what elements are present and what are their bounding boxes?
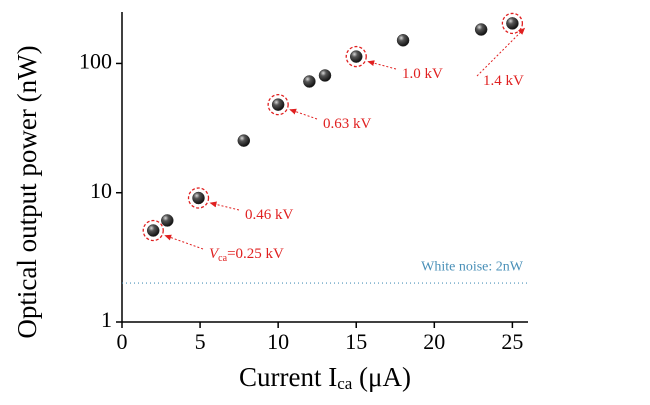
annotation-subscript: ca <box>218 253 227 264</box>
point <box>349 50 363 63</box>
point <box>161 214 174 227</box>
y-axis-label: Optical output power (nW) <box>12 45 42 338</box>
annotation-label: 0.46 kV <box>245 207 294 223</box>
y-tick-label: 10 <box>90 178 112 203</box>
annotation-text: 1.0 kV <box>402 66 443 82</box>
point <box>271 98 285 111</box>
annotation-arrow <box>367 60 397 70</box>
annotation-text: 0.63 kV <box>323 116 372 132</box>
point <box>146 224 160 237</box>
x-axis-label: Current Ica (μA) <box>239 362 411 393</box>
x-tick-label: 15 <box>345 329 367 354</box>
point <box>303 75 316 88</box>
annotation-arrow <box>289 108 318 120</box>
point <box>396 34 410 47</box>
annotation-text: =0.25 kV <box>227 246 284 262</box>
highlight-ring <box>267 94 289 116</box>
highlight-ring <box>501 12 524 35</box>
annotation-label: Vca=0.25 kV <box>209 246 284 264</box>
annotation-arrow <box>209 201 240 211</box>
x-tick-label: 0 <box>117 329 128 354</box>
y-tick-label: 100 <box>79 48 112 73</box>
annotation-label: 0.63 kV <box>323 116 372 132</box>
annotation-arrow <box>164 234 204 250</box>
point <box>192 191 205 205</box>
x-tick-label: 25 <box>501 329 523 354</box>
annotation-label: 1.0 kV <box>402 66 443 82</box>
point <box>237 134 251 147</box>
annotation-text: 1.4 kV <box>483 73 524 89</box>
annotation-symbol: V <box>209 246 220 262</box>
point <box>506 17 519 30</box>
highlight-ring <box>187 187 210 209</box>
highlight-ring <box>142 219 164 242</box>
point <box>474 23 488 36</box>
x-tick-label: 20 <box>423 329 445 354</box>
annotation-text: 0.46 kV <box>245 207 294 223</box>
x-tick-label: 5 <box>195 329 206 354</box>
noise-label: White noise: 2nW <box>421 259 524 274</box>
annotation-arrow <box>476 27 526 77</box>
highlight-ring <box>345 45 367 68</box>
y-tick-label: 1 <box>101 307 112 332</box>
x-tick-label: 10 <box>267 329 289 354</box>
annotation-label: 1.4 kV <box>483 73 524 89</box>
point <box>318 69 332 82</box>
